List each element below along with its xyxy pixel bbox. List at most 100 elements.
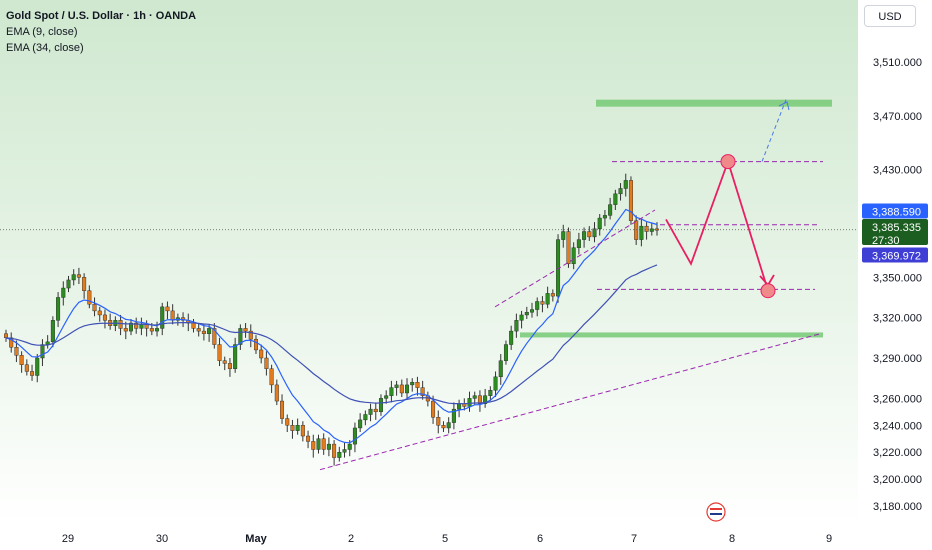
us-flag-icon[interactable] [706,502,726,522]
x-tick-label: 8 [729,533,735,545]
candle-body [571,247,576,265]
projection-path [665,158,769,291]
candle-body [201,330,206,334]
target-marker-low [760,283,776,299]
candle-body [503,344,508,361]
candle-body [134,322,139,329]
x-tick-label: 6 [537,533,543,545]
candle-body [561,231,566,240]
candle-body [243,328,248,332]
breakout-arrowhead [778,101,790,111]
candle-body [40,344,45,359]
ema-fast-price-tag: 3,388.590 [862,203,928,219]
candle-body [592,228,597,238]
last-price-tag-text: 3,385.335 [872,222,921,234]
candle-body [524,312,529,316]
y-tick-label: 3,320.000 [873,313,922,325]
y-tick-label: 3,200.000 [873,474,922,486]
candle-body [540,301,545,305]
candle-body [566,231,571,265]
candle-body [87,290,92,305]
y-tick-label: 3,240.000 [873,420,922,432]
candle-body [227,363,232,369]
candle-body [389,387,394,396]
candle-body [628,180,633,221]
candle-body [358,419,363,429]
trendline-upper [494,209,656,308]
candle-body [14,347,19,356]
candle-body [30,371,35,376]
candle-body [66,279,71,289]
candle-body [618,188,623,195]
candle-body [399,384,404,394]
time-axis-background [0,525,932,550]
candle-body [155,328,160,332]
candle-body [446,422,451,429]
candle-body [493,376,498,391]
candle-body [139,324,144,329]
candle-body [92,303,97,312]
x-tick-label: 7 [631,533,637,545]
resistance-zone [596,99,832,107]
y-tick-label: 3,470.000 [873,111,922,123]
candle-body [50,320,55,343]
candle-body [509,330,514,345]
candle-body [295,425,300,431]
candle-body [644,225,649,232]
candle-body [384,395,389,399]
candle-body [222,360,227,364]
candle-body [259,349,264,359]
candle-body [280,400,285,419]
candle-body [274,384,279,402]
symbol-title: Gold Spot / U.S. Dollar · 1h · OANDA [6,10,197,22]
ema-slow-label[interactable]: EMA (34, close) [6,42,84,54]
y-tick-label: 3,430.000 [873,165,922,177]
candle-body [441,425,446,429]
candle-body [233,344,238,369]
candle-body [405,384,410,394]
x-tick-label: 2 [348,533,354,545]
y-tick-label: 3,220.000 [873,447,922,459]
x-tick-label: 30 [156,533,168,545]
candle-body [519,314,524,321]
currency-button[interactable]: USD [864,5,916,27]
candle-body [634,220,639,240]
last-price-tag-text: 27:30 [872,235,900,247]
chart-legend: Gold Spot / U.S. Dollar · 1h · OANDA EMA… [6,8,196,56]
candle-body [212,328,217,345]
candle-body [149,328,154,332]
candle-body [472,395,477,399]
y-tick-label: 3,180.000 [873,501,922,513]
ema-slow-price-tag-text: 3,369.972 [872,251,921,263]
candle-body [451,408,456,423]
candle-body [415,382,420,388]
last-price-tag-bg [862,219,928,245]
candle-body [410,382,415,386]
candle-body [269,368,274,386]
candle-body [488,390,493,396]
candle-body [623,180,628,189]
candle-body [311,441,316,450]
candle-body [82,277,87,291]
candle-body [545,293,550,305]
candle-body [165,306,170,312]
x-tick-label: 9 [826,533,832,545]
y-tick-label: 3,510.000 [873,57,922,69]
candle-body [550,293,555,297]
candle-body [19,355,24,365]
candle-body [285,418,290,426]
candle-body [238,328,243,345]
candle-body [514,320,519,332]
candle-body [316,438,321,450]
us-flag-stripe [710,508,722,510]
candle-body [352,427,357,445]
candle-body [347,443,352,450]
ema-fast-label[interactable]: EMA (9, close) [6,26,78,38]
candle-body [170,310,175,321]
candle-body [457,403,462,410]
candle-body [649,228,654,232]
candle-body [300,425,305,437]
candle-body [326,443,331,450]
